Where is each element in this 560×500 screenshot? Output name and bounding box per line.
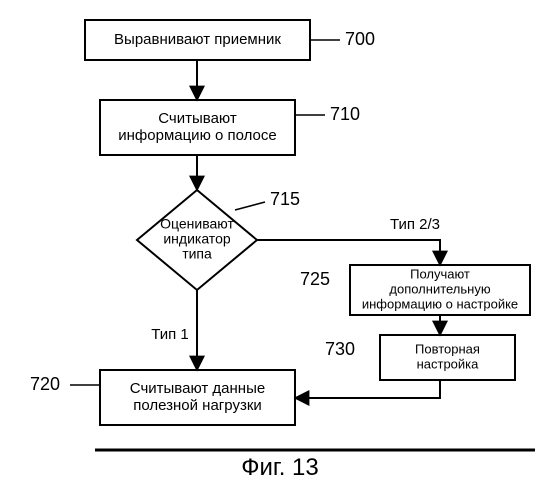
ref-number: 730: [325, 339, 355, 359]
flow-node-label: дополнительную: [389, 281, 490, 296]
figure-caption: Фиг. 13: [241, 454, 319, 481]
flow-node-label: полезной нагрузки: [133, 397, 262, 414]
flow-node-label: типа: [182, 246, 212, 262]
flow-node-label: Считывают данные: [130, 380, 265, 397]
flow-node-label: индикатор: [163, 231, 230, 247]
flow-edge-label: Тип 2/3: [390, 216, 440, 233]
ref-number: 720: [30, 374, 60, 394]
ref-number: 710: [330, 104, 360, 124]
flow-edge-3: [257, 240, 440, 265]
flow-node-label: информацию о полосе: [118, 127, 276, 144]
ref-number: 725: [300, 269, 330, 289]
flow-node-label: Считывают: [158, 110, 237, 127]
leader-line: [235, 202, 265, 210]
flow-node-label: Повторная: [415, 341, 480, 356]
flow-node-label: Оценивают: [160, 216, 234, 232]
flow-node-label: настройка: [417, 356, 480, 371]
flow-edge-5: [295, 380, 440, 398]
ref-number: 715: [270, 189, 300, 209]
flow-node-label: информацию о настройке: [362, 296, 518, 311]
flow-node-label: Выравнивают приемник: [114, 31, 281, 48]
flow-node-label: Получают: [410, 266, 470, 281]
ref-number: 700: [345, 29, 375, 49]
flow-edge-label: Тип 1: [151, 326, 189, 343]
